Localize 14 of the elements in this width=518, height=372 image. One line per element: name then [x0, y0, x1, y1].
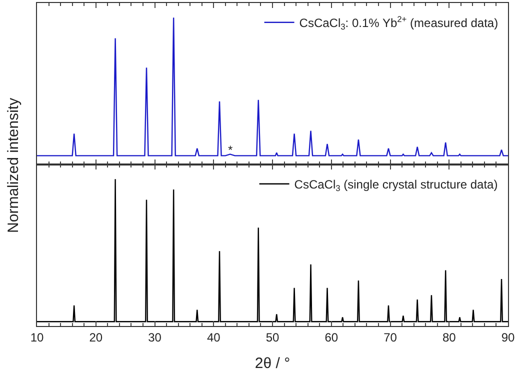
x-tick-label: 40 — [206, 330, 221, 344]
legend-label: CsCaCl$_{3}$: 0.1% Yb$^{2+}$ (measured data) — [299, 14, 498, 32]
x-tick-label: 80 — [442, 330, 456, 344]
x-axis-title: 2θ / ° — [254, 355, 290, 372]
x-tick-label: 60 — [324, 330, 338, 344]
legend-label: CsCaCl$_{3}$ (single crystal structure data) — [294, 178, 498, 194]
x-tick-label: 20 — [89, 330, 103, 344]
x-tick-label: 10 — [30, 330, 44, 344]
x-tick-label: 30 — [148, 330, 162, 344]
y-axis-title: Normalized intensity — [4, 97, 22, 233]
x-tick-label: 90 — [501, 330, 515, 344]
x-tick-label: 50 — [266, 330, 280, 344]
annotation: * — [228, 143, 233, 157]
x-tick-label: 70 — [384, 330, 398, 344]
